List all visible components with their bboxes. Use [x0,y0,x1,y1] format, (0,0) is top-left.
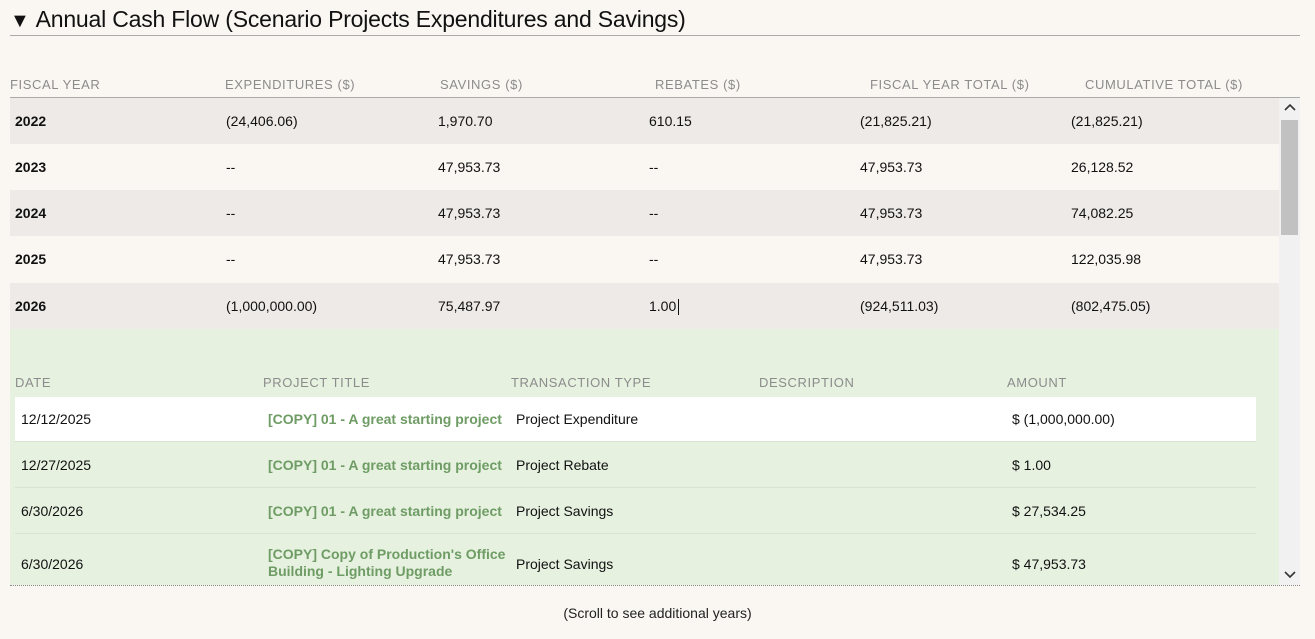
rebates-value: 1.00 [649,298,677,314]
savings-cell: 1,970.70 [438,113,493,129]
rebates-cell[interactable]: -- [649,251,659,267]
collapse-triangle-icon[interactable]: ▼ [10,10,30,32]
detail-head-date: DATE [15,375,52,390]
section-title-text: Annual Cash Flow (Scenario Projects Expe… [35,6,686,32]
year-cell: 2025 [15,251,47,267]
col-head-cumulative: CUMULATIVE TOTAL ($) [1085,77,1243,92]
detail-head-project: PROJECT TITLE [263,375,371,390]
expenditures-cell: (24,406.06) [226,113,298,129]
table-row[interactable]: 2024 -- 47,953.73 -- 47,953.73 74,082.25 [10,190,1279,236]
year-cell: 2026 [15,298,47,314]
type-cell: Project Expenditure [516,411,639,427]
col-head-savings: SAVINGS ($) [440,77,523,92]
rebates-cell[interactable]: -- [649,159,659,175]
cumulative-cell: (802,475.05) [1071,298,1151,314]
savings-cell: 47,953.73 [438,251,501,267]
scroll-up-icon[interactable] [1279,100,1300,116]
list-item: 12/27/2025 [COPY] 01 - A great starting … [15,442,1256,488]
scrollbar-thumb[interactable] [1281,120,1298,235]
expenditures-cell: -- [226,159,236,175]
amount-cell: $ 27,534.25 [1012,503,1086,519]
list-item: 12/12/2025 [COPY] 01 - A great starting … [15,397,1256,442]
title-divider [10,35,1300,36]
project-link[interactable]: [COPY] 01 - A great starting project [268,411,502,427]
year-cell: 2024 [15,205,47,221]
scroll-hint: (Scroll to see additional years) [563,605,752,621]
fy-total-cell: 47,953.73 [860,205,923,221]
detail-head-amount: AMOUNT [1007,375,1067,390]
project-link[interactable]: [COPY] Copy of Production's Office Build… [268,546,505,580]
fy-total-cell: (924,511.03) [860,298,939,314]
type-cell: Project Savings [516,503,614,519]
date-cell: 12/12/2025 [21,411,92,427]
table-row[interactable]: 2025 -- 47,953.73 -- 47,953.73 122,035.9… [10,236,1279,282]
rebates-cell[interactable]: 1.00 [649,283,680,329]
table-row-expanded[interactable]: 2026 (1,000,000.00) 75,487.97 1.00 (924,… [10,283,1279,329]
expenditures-cell: (1,000,000.00) [226,298,318,314]
table-row[interactable]: 2023 -- 47,953.73 -- 47,953.73 26,128.52 [10,144,1279,190]
amount-cell: $ 47,953.73 [1012,556,1086,572]
project-link-line2: Building - Lighting Upgrade [268,563,453,579]
project-link[interactable]: [COPY] 01 - A great starting project [268,503,502,519]
cash-flow-scroll-area[interactable]: 2022 (24,406.06) 1,970.70 610.15 (21,825… [10,98,1300,586]
rebates-cell[interactable]: -- [649,205,659,221]
header-divider [10,97,1300,98]
transaction-detail-panel: DATE PROJECT TITLE TRANSACTION TYPE DESC… [10,329,1279,585]
year-cell: 2023 [15,159,47,175]
cumulative-cell: 122,035.98 [1071,251,1142,267]
col-head-rebates: REBATES ($) [655,77,741,92]
cumulative-cell: 26,128.52 [1071,159,1134,175]
table-row[interactable]: 2022 (24,406.06) 1,970.70 610.15 (21,825… [10,98,1279,144]
date-cell: 6/30/2026 [21,503,84,519]
savings-cell: 47,953.73 [438,159,501,175]
savings-cell: 75,487.97 [438,298,501,314]
cumulative-cell: 74,082.25 [1071,205,1134,221]
expenditures-cell: -- [226,205,236,221]
date-cell: 12/27/2025 [21,457,92,473]
year-cell: 2022 [15,113,47,129]
fy-total-cell: 47,953.73 [860,159,923,175]
expenditures-cell: -- [226,251,236,267]
col-head-fy-total: FISCAL YEAR TOTAL ($) [870,77,1030,92]
vertical-scrollbar[interactable] [1279,98,1300,585]
savings-cell: 47,953.73 [438,205,501,221]
scroll-down-icon[interactable] [1279,568,1300,584]
rebates-cell[interactable]: 610.15 [649,113,692,129]
detail-head-description: DESCRIPTION [759,375,855,390]
fy-total-cell: (21,825.21) [860,113,932,129]
detail-head-type: TRANSACTION TYPE [511,375,652,390]
section-title[interactable]: ▼ Annual Cash Flow (Scenario Projects Exp… [10,6,686,33]
amount-cell: $ (1,000,000.00) [1012,411,1115,427]
list-item: 6/30/2026 [COPY] 01 - A great starting p… [15,488,1256,534]
text-cursor [678,299,680,316]
amount-cell: $ 1.00 [1012,457,1051,473]
project-link[interactable]: [COPY] 01 - A great starting project [268,457,502,473]
project-link-line1: [COPY] Copy of Production's Office [268,546,506,562]
fy-total-cell: 47,953.73 [860,251,923,267]
date-cell: 6/30/2026 [21,556,84,572]
type-cell: Project Rebate [516,457,609,473]
col-head-fiscal-year: FISCAL YEAR [10,77,101,92]
col-head-expenditures: EXPENDITURES ($) [225,77,356,92]
type-cell: Project Savings [516,556,614,572]
list-item: 6/30/2026 [COPY] Copy of Production's Of… [15,534,1256,585]
cumulative-cell: (21,825.21) [1071,113,1143,129]
